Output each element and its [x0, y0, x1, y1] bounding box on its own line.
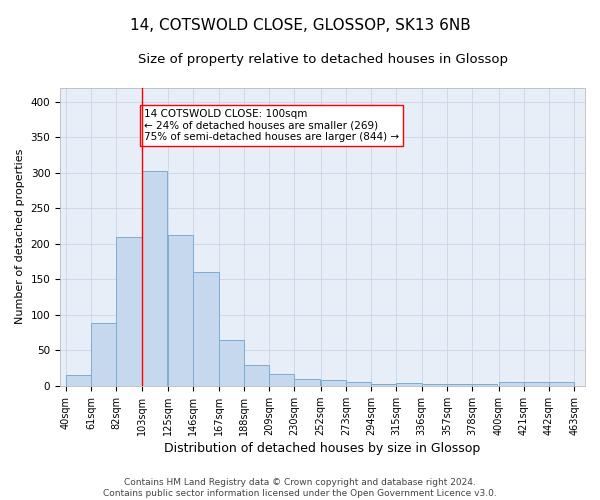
Bar	[346, 382, 371, 386]
X-axis label: Distribution of detached houses by size in Glossop: Distribution of detached houses by size …	[164, 442, 481, 455]
Bar	[397, 383, 422, 386]
Text: 14 COTSWOLD CLOSE: 100sqm
← 24% of detached houses are smaller (269)
75% of semi: 14 COTSWOLD CLOSE: 100sqm ← 24% of detac…	[144, 109, 399, 142]
Bar	[549, 382, 574, 386]
Bar	[91, 324, 116, 386]
Bar	[244, 364, 269, 386]
Text: Contains HM Land Registry data © Crown copyright and database right 2024.
Contai: Contains HM Land Registry data © Crown c…	[103, 478, 497, 498]
Bar	[524, 382, 549, 386]
Bar	[66, 375, 91, 386]
Y-axis label: Number of detached properties: Number of detached properties	[15, 149, 25, 324]
Title: Size of property relative to detached houses in Glossop: Size of property relative to detached ho…	[137, 52, 508, 66]
Bar	[499, 382, 524, 386]
Bar	[422, 384, 447, 386]
Bar	[371, 384, 397, 386]
Bar	[142, 170, 167, 386]
Bar	[294, 378, 320, 386]
Bar	[447, 384, 472, 386]
Bar	[116, 236, 142, 386]
Bar	[168, 234, 193, 386]
Bar	[472, 384, 497, 386]
Text: 14, COTSWOLD CLOSE, GLOSSOP, SK13 6NB: 14, COTSWOLD CLOSE, GLOSSOP, SK13 6NB	[130, 18, 470, 32]
Bar	[321, 380, 346, 386]
Bar	[269, 374, 294, 386]
Bar	[193, 272, 218, 386]
Bar	[218, 340, 244, 386]
